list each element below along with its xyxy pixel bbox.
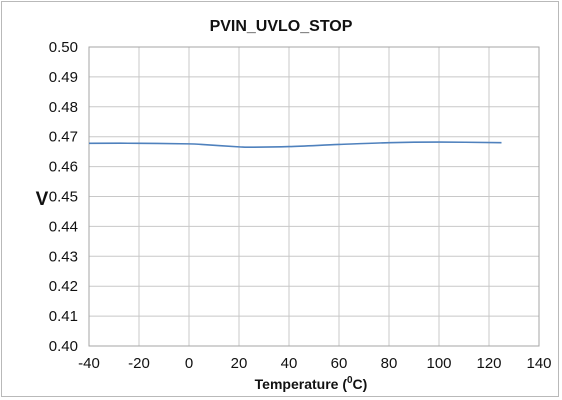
x-tick-label: 140 <box>526 355 551 372</box>
x-tick-label: 120 <box>476 355 501 372</box>
y-tick-label: 0.40 <box>49 338 78 355</box>
y-axis-title: V <box>36 189 49 210</box>
x-tick-label: 100 <box>426 355 451 372</box>
y-tick-label: 0.49 <box>49 69 78 86</box>
y-tick-label: 0.46 <box>49 159 78 176</box>
grid-lines <box>88 46 540 347</box>
x-tick-labels: -40 -20 0 20 40 60 80 100 120 140 <box>78 355 551 372</box>
x-tick-label: 40 <box>281 355 298 372</box>
x-axis-title-superscript: 0 <box>347 375 353 386</box>
x-tick-label: 80 <box>381 355 398 372</box>
x-tick-label: 60 <box>331 355 348 372</box>
x-axis-title-tail: C) <box>353 376 368 392</box>
x-axis-title-main: Temperature ( <box>255 376 348 392</box>
y-tick-label: 0.41 <box>49 308 78 325</box>
chart-title: PVIN_UVLO_STOP <box>210 18 353 35</box>
y-tick-labels: 0.40 0.41 0.42 0.43 0.44 0.45 0.46 0.47 0.48 0.49… <box>49 39 78 355</box>
y-tick-label: 0.43 <box>49 248 78 265</box>
series-line <box>88 141 502 149</box>
y-tick-label: 0.45 <box>49 189 78 206</box>
x-tick-label: 0 <box>185 355 193 372</box>
x-tick-label: 20 <box>231 355 248 372</box>
plot-border <box>88 46 540 347</box>
x-tick-label: -20 <box>128 355 150 372</box>
y-tick-label: 0.48 <box>49 99 78 116</box>
y-tick-label: 0.42 <box>49 278 78 295</box>
x-axis-title: Temperature (0C) <box>255 375 368 392</box>
y-tick-label: 0.50 <box>49 39 78 56</box>
x-tick-label: -40 <box>78 355 100 372</box>
y-tick-label: 0.44 <box>49 218 78 235</box>
y-tick-label: 0.47 <box>49 129 78 146</box>
plot-area <box>88 141 502 149</box>
